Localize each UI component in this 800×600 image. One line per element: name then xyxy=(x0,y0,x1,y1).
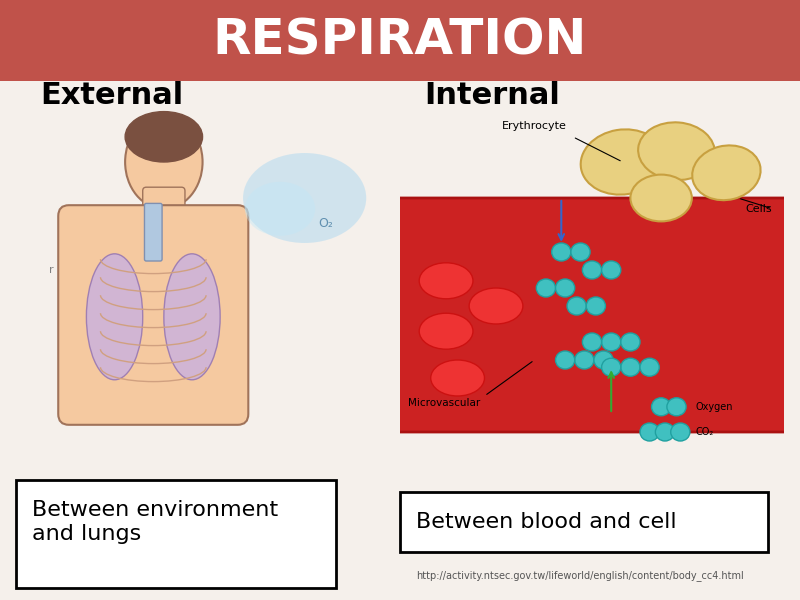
Ellipse shape xyxy=(419,263,473,299)
Ellipse shape xyxy=(630,175,692,221)
Circle shape xyxy=(667,398,686,416)
Circle shape xyxy=(552,243,571,261)
Circle shape xyxy=(602,333,621,351)
Ellipse shape xyxy=(430,360,485,396)
Circle shape xyxy=(555,351,574,369)
Text: http://activity.ntsec.gov.tw/lifeworld/english/content/body_cc4.html: http://activity.ntsec.gov.tw/lifeworld/e… xyxy=(416,571,744,581)
Text: External: External xyxy=(40,82,183,110)
Ellipse shape xyxy=(164,254,220,380)
Circle shape xyxy=(582,261,602,279)
Circle shape xyxy=(574,351,594,369)
Circle shape xyxy=(621,358,640,376)
Circle shape xyxy=(567,297,586,315)
Text: Erythrocyte: Erythrocyte xyxy=(502,121,567,131)
Circle shape xyxy=(602,358,621,376)
FancyBboxPatch shape xyxy=(58,205,248,425)
Text: Internal: Internal xyxy=(424,82,560,110)
Circle shape xyxy=(586,297,606,315)
Ellipse shape xyxy=(638,122,715,180)
Ellipse shape xyxy=(692,145,761,200)
Text: Cells: Cells xyxy=(746,204,773,214)
Ellipse shape xyxy=(419,313,473,349)
Circle shape xyxy=(582,333,602,351)
Ellipse shape xyxy=(125,115,202,209)
Circle shape xyxy=(640,423,659,441)
Text: O₂: O₂ xyxy=(318,217,333,230)
Ellipse shape xyxy=(581,130,665,194)
Text: Between blood and cell: Between blood and cell xyxy=(416,512,677,532)
Ellipse shape xyxy=(125,112,202,162)
Ellipse shape xyxy=(469,288,523,324)
Circle shape xyxy=(602,261,621,279)
Text: CO₂: CO₂ xyxy=(696,427,714,437)
Circle shape xyxy=(536,279,555,297)
FancyBboxPatch shape xyxy=(142,187,185,230)
Text: Oxygen: Oxygen xyxy=(696,402,733,412)
Ellipse shape xyxy=(243,153,366,243)
Text: RESPIRATION: RESPIRATION xyxy=(213,16,587,64)
Circle shape xyxy=(571,243,590,261)
Text: Microvascular: Microvascular xyxy=(408,398,480,408)
Circle shape xyxy=(651,398,670,416)
Circle shape xyxy=(621,333,640,351)
Circle shape xyxy=(594,351,613,369)
Text: r: r xyxy=(49,265,54,275)
FancyBboxPatch shape xyxy=(0,0,800,81)
Circle shape xyxy=(640,358,659,376)
FancyBboxPatch shape xyxy=(381,198,800,432)
FancyBboxPatch shape xyxy=(16,480,336,588)
Ellipse shape xyxy=(86,254,142,380)
Circle shape xyxy=(655,423,674,441)
FancyBboxPatch shape xyxy=(400,492,768,552)
Ellipse shape xyxy=(245,182,315,236)
Text: Between environment
and lungs: Between environment and lungs xyxy=(32,500,278,544)
Circle shape xyxy=(555,279,574,297)
FancyBboxPatch shape xyxy=(145,203,162,261)
Circle shape xyxy=(670,423,690,441)
